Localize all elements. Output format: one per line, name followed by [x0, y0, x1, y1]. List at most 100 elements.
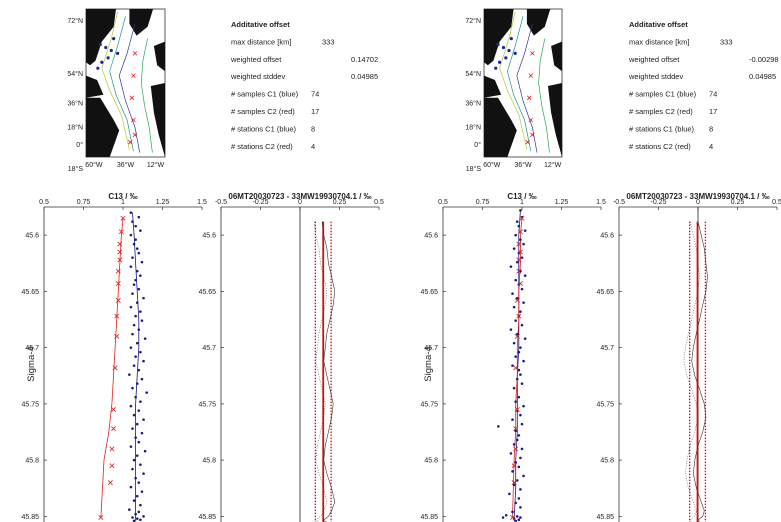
- map-panel-1: 72°N 54°N 36°N 18°N 0° 18°S60°W 36°W 12°W: [465, 8, 563, 173]
- chart-3-marks: [683, 207, 708, 522]
- data-point: [134, 224, 137, 228]
- data-point: [517, 368, 521, 372]
- data-point: [139, 503, 142, 507]
- stats-row-label: # stations C2 (red): [231, 142, 293, 151]
- data-point: [519, 413, 522, 417]
- data-point-x: [516, 241, 522, 247]
- data-point: [137, 328, 141, 331]
- data-point: [131, 386, 134, 390]
- data-point: [134, 238, 137, 241]
- station-c1-marker: [509, 37, 513, 41]
- data-point: [515, 438, 519, 442]
- data-point-x: [511, 463, 517, 469]
- y-tick-label: 45.75: [420, 401, 438, 408]
- data-point: [511, 418, 514, 421]
- data-point: [514, 461, 517, 464]
- data-point: [515, 220, 519, 223]
- data-point-x: [117, 257, 123, 263]
- map-lat-label: 54°N: [67, 70, 83, 78]
- x-tick-label: 0.25: [333, 199, 347, 206]
- x-tick-label: 1.5: [197, 199, 207, 206]
- data-point: [129, 346, 133, 349]
- data-point: [520, 447, 524, 451]
- land-central-america: [86, 75, 104, 98]
- data-point-x: [115, 297, 121, 303]
- offset-profile-dotted: [313, 221, 328, 522]
- data-point: [132, 519, 136, 522]
- map-lat-label: 72°N: [465, 17, 481, 25]
- y-tick-label: 45.75: [198, 401, 216, 408]
- land-south-america: [484, 97, 517, 157]
- y-tick-label: 45.65: [21, 289, 39, 296]
- offset-profile-line: [321, 221, 336, 522]
- depth-contour: [118, 23, 141, 153]
- data-point: [135, 341, 139, 345]
- stats-row-value: 333: [322, 37, 335, 46]
- data-point: [131, 427, 134, 430]
- y-tick-label: 45.7: [25, 345, 39, 352]
- land-north-america: [484, 9, 514, 66]
- data-point: [517, 497, 521, 500]
- data-point: [135, 382, 139, 385]
- data-point: [514, 319, 517, 322]
- stats-panel-0: Additative offset max distance [km] 333 wei…: [230, 20, 378, 151]
- map-lat-label: 36°N: [67, 100, 83, 108]
- data-point: [129, 404, 133, 408]
- data-point: [128, 373, 131, 376]
- x-tick-label: 0.5: [374, 199, 384, 206]
- data-point: [129, 211, 133, 214]
- data-point: [137, 287, 141, 291]
- y-axis-label: Sigma-4: [423, 346, 434, 381]
- data-point: [137, 215, 141, 219]
- land-europe: [153, 41, 165, 72]
- data-point: [140, 260, 144, 264]
- data-point: [132, 499, 136, 502]
- map-lat-label: 18°S: [68, 165, 84, 173]
- stats-row-value: 0.04985: [351, 72, 378, 81]
- data-point: [134, 512, 137, 516]
- station-c1-marker: [104, 45, 108, 50]
- data-point: [508, 492, 511, 496]
- data-point: [143, 337, 147, 340]
- y-tick-label: 45.85: [420, 514, 438, 521]
- y-tick-label: 45.65: [596, 289, 614, 296]
- station-c2-marker: [530, 51, 535, 56]
- map-lon-label: 12°W: [147, 161, 165, 169]
- data-point: [514, 355, 517, 358]
- stats-row-label: max distance [km]: [231, 37, 291, 46]
- data-point-x: [115, 268, 121, 274]
- data-point-x: [107, 480, 113, 486]
- data-point: [134, 395, 137, 399]
- data-point: [129, 305, 133, 309]
- map-lon-label: 60°W: [483, 161, 501, 169]
- station-c2-marker: [129, 95, 135, 101]
- station-c2-marker: [132, 132, 138, 138]
- data-point: [512, 443, 516, 446]
- data-point: [519, 456, 522, 460]
- station-c2-marker: [530, 132, 535, 138]
- chart-title: 06MT20030723 - 33MW19930704.1 / ‰: [626, 192, 769, 201]
- station-c1-marker: [96, 66, 100, 70]
- data-point: [129, 233, 133, 237]
- data-point: [519, 310, 522, 313]
- data-point: [519, 488, 522, 491]
- data-point-x: [516, 313, 522, 319]
- chart-0-axes: 0.5 0.75 1 1.25 1.5 45.6 45.65 45.7 45.75 45.8 45.…: [21, 192, 207, 522]
- data-point-x: [517, 281, 523, 286]
- data-point: [519, 516, 522, 519]
- data-point: [520, 287, 524, 291]
- data-point: [517, 350, 521, 354]
- land-north-america: [86, 9, 116, 66]
- y-tick-label: 45.7: [202, 345, 216, 352]
- data-point: [514, 233, 517, 237]
- data-point: [132, 242, 136, 246]
- data-point-x: [516, 257, 522, 263]
- data-point: [514, 278, 517, 282]
- data-point-x: [120, 215, 126, 221]
- y-tick-label: 45.8: [202, 458, 216, 465]
- y-tick-label: 45.8: [424, 458, 438, 465]
- map-panel-0: 72°N 54°N 36°N 18°N 0° 18°S60°W 36°W 12°W: [67, 8, 166, 173]
- data-point: [139, 518, 142, 522]
- station-c1-marker: [513, 51, 517, 56]
- data-point: [134, 355, 137, 358]
